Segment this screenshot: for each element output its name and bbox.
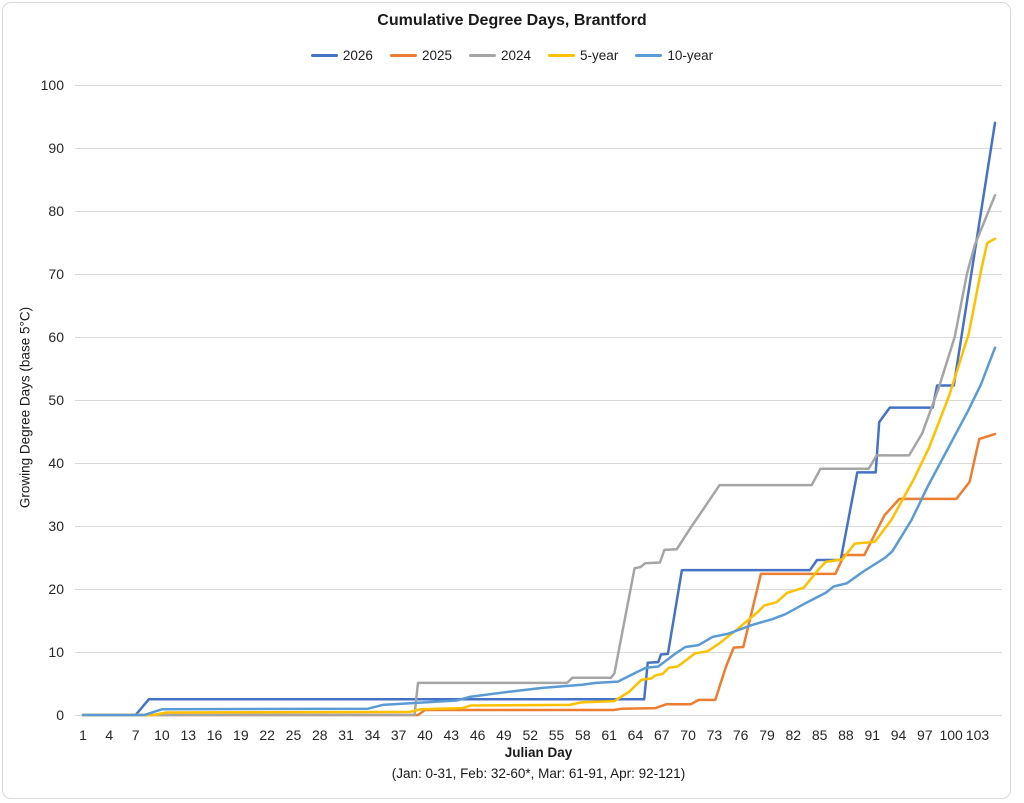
series-line-2025 [81,432,997,717]
x-tick-label-40: 40 [417,727,433,743]
x-tick-label-79: 79 [759,727,775,743]
legend-label-5-year: 5-year [580,48,619,63]
x-tick-label-64: 64 [628,727,644,743]
legend-item-2024: 2024 [469,48,531,63]
legend-swatch-10-year [635,54,663,57]
x-tick-label-85: 85 [812,727,828,743]
chart-legend: 2026 2025 2024 5-year 10-year [0,48,1024,63]
legend-label-2025: 2025 [421,48,452,63]
legend-item-2026: 2026 [310,48,373,63]
legend-swatch-2025 [389,54,417,57]
y-tick-label-20: 20 [48,581,64,597]
x-tick-label-73: 73 [707,727,723,743]
x-tick-label-49: 49 [496,727,512,743]
x-tick-label-34: 34 [365,727,381,743]
y-tick-label-10: 10 [48,644,64,660]
x-tick-label-61: 61 [601,727,617,743]
x-tick-label-94: 94 [891,727,907,743]
x-tick-label-16: 16 [207,727,223,743]
series-line-10-year [81,346,997,717]
x-tick-label-19: 19 [233,727,249,743]
x-tick-label-67: 67 [654,727,670,743]
legend-swatch-2026 [310,54,338,57]
x-tick-label-52: 52 [522,727,538,743]
legend-swatch-5-year [548,54,576,57]
x-tick-label-13: 13 [180,727,196,743]
x-tick-label-22: 22 [259,727,275,743]
x-tick-label-97: 97 [917,727,933,743]
y-tick-label-90: 90 [48,140,64,156]
x-tick-label-37: 37 [391,727,407,743]
x-tick-label-4: 4 [105,727,113,743]
y-axis-title: Growing Degree Days (base 5°C) [17,306,33,509]
y-tick-label-80: 80 [48,203,64,219]
x-tick-label-58: 58 [575,727,591,743]
legend-item-10-year: 10-year [635,48,713,63]
x-tick-label-43: 43 [444,727,460,743]
y-tick-label-70: 70 [48,266,64,282]
x-tick-label-76: 76 [733,727,749,743]
series-line-2024 [81,194,997,717]
x-tick-label-28: 28 [312,727,328,743]
y-tick-label-50: 50 [48,392,64,408]
x-tick-label-82: 82 [786,727,802,743]
series-line-2026 [81,121,997,717]
legend-item-2025: 2025 [389,48,452,63]
x-axis-title: Julian Day [504,745,573,760]
legend-label-10-year: 10-year [667,48,714,63]
chart-title: Cumulative Degree Days, Brantford [377,12,647,29]
x-tick-label-10: 10 [154,727,170,743]
y-tick-label-40: 40 [48,455,64,471]
x-tick-label-31: 31 [338,727,354,743]
x-tick-label-103: 103 [966,727,990,743]
x-tick-label-88: 88 [838,727,854,743]
x-tick-label-1: 1 [79,727,87,743]
y-tick-label-30: 30 [48,518,64,534]
x-tick-label-7: 7 [132,727,140,743]
legend-item-5-year: 5-year [548,48,618,63]
x-tick-label-55: 55 [549,727,565,743]
y-tick-label-100: 100 [41,77,65,93]
x-tick-label-25: 25 [286,727,302,743]
series-line-5-year [81,237,997,717]
y-tick-label-60: 60 [48,329,64,345]
legend-label-2026: 2026 [342,48,373,63]
legend-swatch-2024 [469,54,496,57]
x-tick-label-100: 100 [939,727,963,743]
y-tick-label-0: 0 [56,707,64,723]
x-tick-label-91: 91 [864,727,880,743]
legend-label-2024: 2024 [501,48,532,63]
x-axis-note: (Jan: 0-31, Feb: 32-60*, Mar: 61-91, Apr… [391,766,686,781]
x-tick-label-70: 70 [680,727,696,743]
x-tick-label-46: 46 [470,727,486,743]
